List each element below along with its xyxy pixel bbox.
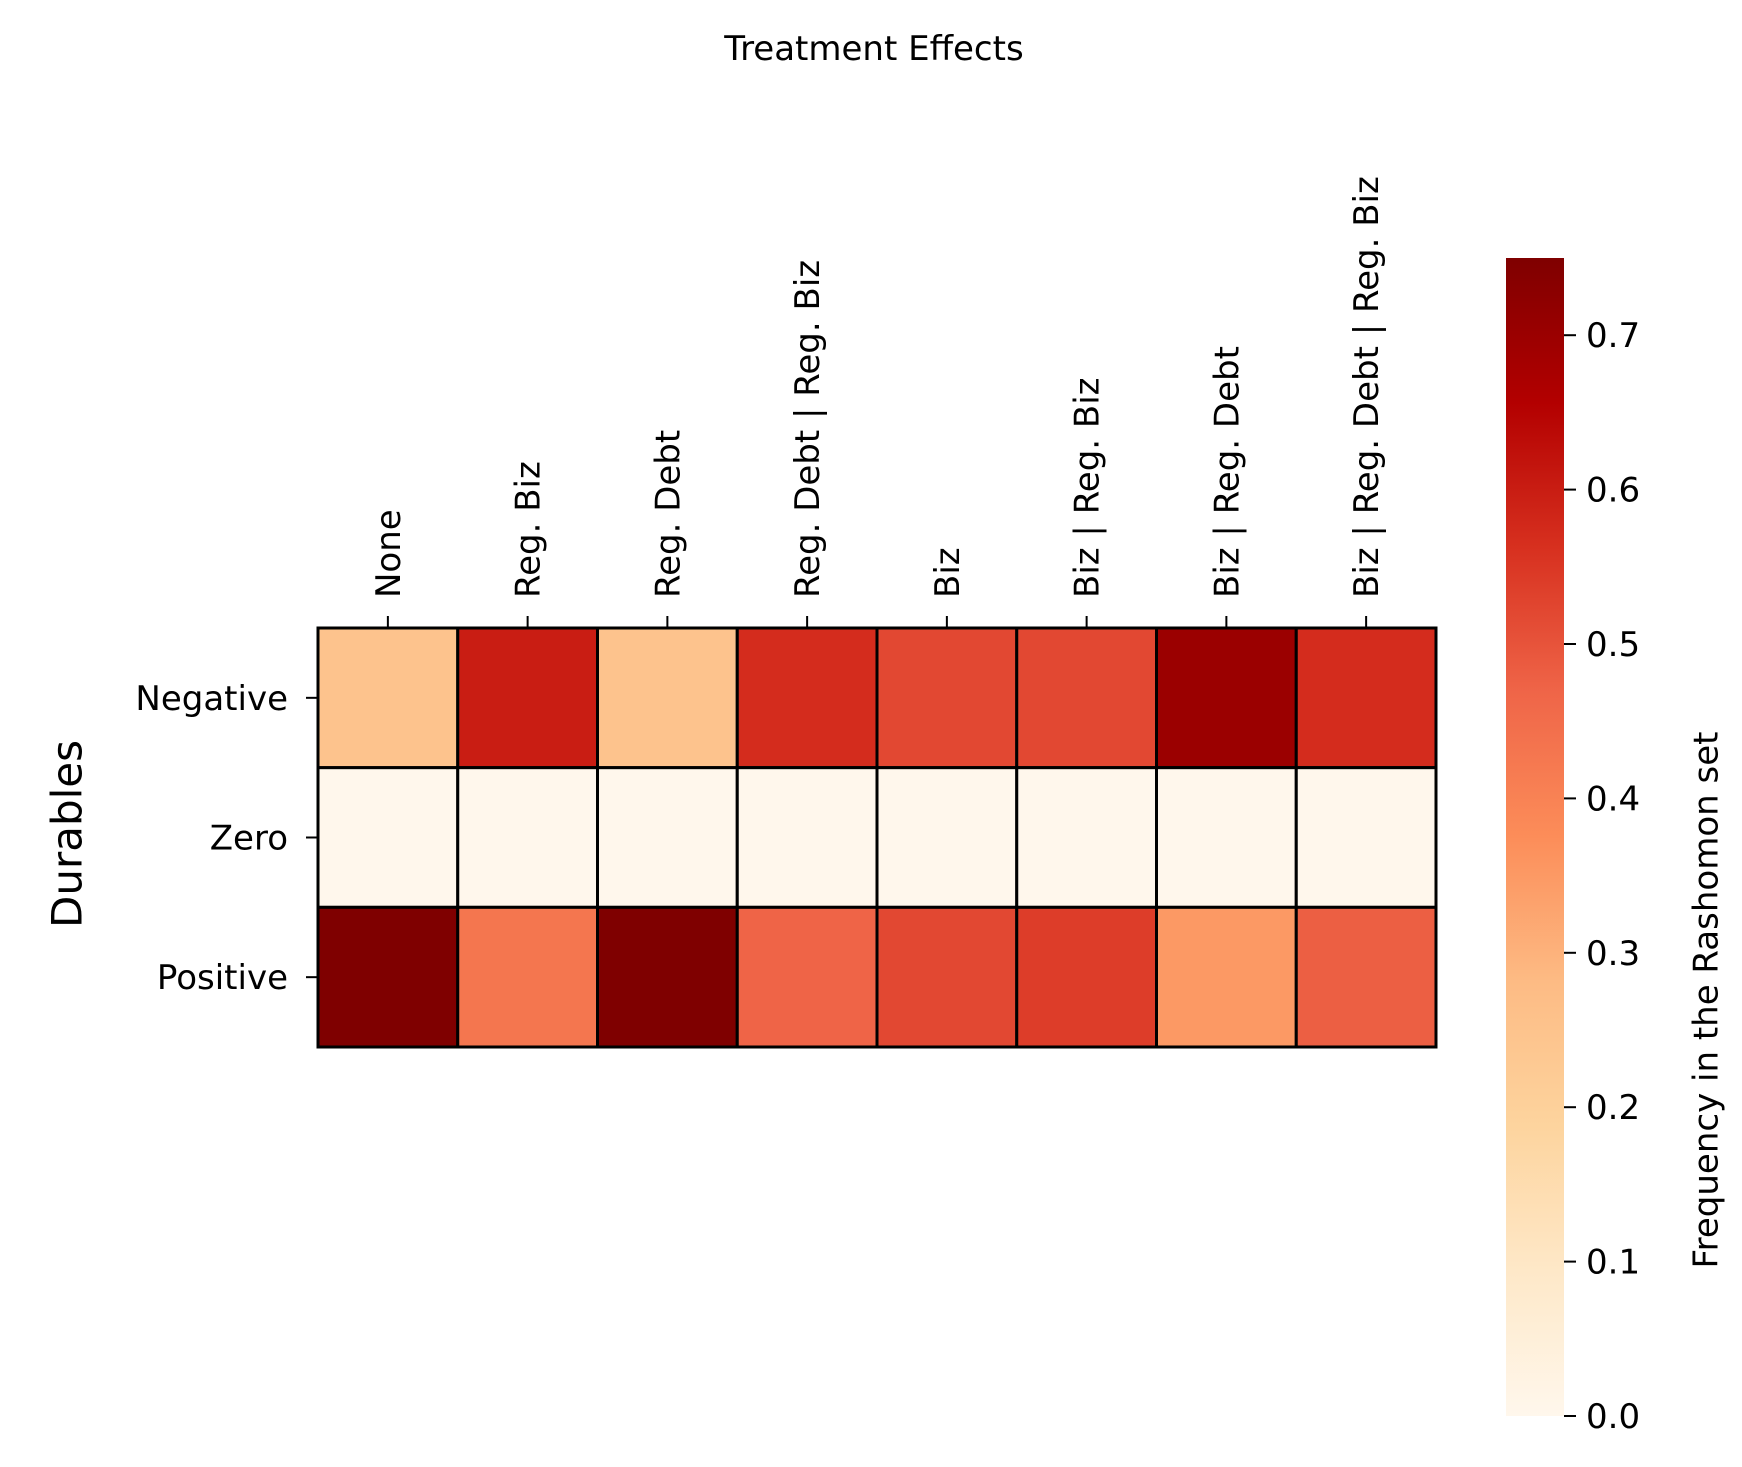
heatmap-cell [1294,905,1438,1049]
colorbar-tick-label: 0.4 [1586,779,1640,819]
heatmap-cells [316,626,1438,1049]
heatmap-cell [1294,626,1438,770]
heatmap-cell [316,766,460,909]
colorbar-tick-label: 0.3 [1586,934,1640,974]
heatmap-cell [1015,905,1158,1049]
y-axis-ticks: Negative Zero Positive [135,679,318,998]
heatmap-cell [1015,626,1158,770]
heatmap-cell [316,905,460,1049]
heatmap-cell [1155,766,1298,909]
heatmap-cell [735,626,879,770]
heatmap-cell [456,905,599,1049]
y-tick-label: Negative [135,679,288,719]
x-tick-label: Biz | Reg. Debt | Reg. Biz [1347,176,1387,598]
x-axis-ticks: None Reg. Biz Reg. Debt Reg. Debt | Reg. Bi… [369,176,1387,628]
x-tick-label: Biz | Reg. Biz [1068,377,1108,598]
heatmap-cell [596,626,739,770]
y-tick-label: Positive [157,958,288,998]
x-tick-label: Reg. Debt | Reg. Biz [788,260,828,598]
heatmap-cell [596,905,739,1049]
heatmap-cell [456,626,599,770]
colorbar-tick-label: 0.6 [1586,471,1640,511]
heatmap-cell [875,626,1019,770]
colorbar-tick-label: 0.5 [1586,625,1640,665]
heatmap-cell [1155,905,1298,1049]
heatmap-cell [456,766,599,909]
colorbar-label: Frequency in the Rashomon set [1687,732,1727,1269]
heatmap-cell [1294,766,1438,909]
heatmap-cell [1155,626,1298,770]
colorbar-tick-label: 0.2 [1586,1088,1640,1128]
x-tick-label: Biz | Reg. Debt [1207,346,1247,598]
heatmap-cell [316,626,460,770]
heatmap-cell [735,766,879,909]
colorbar: 0.0 0.1 0.2 0.3 0.4 0.5 0.6 0.7 [1506,258,1640,1437]
heatmap-cell [596,766,739,909]
colorbar-tick-label: 0.0 [1586,1397,1640,1437]
colorbar-tick-label: 0.1 [1586,1243,1640,1283]
y-tick-label: Zero [210,819,288,859]
colorbar-gradient [1506,258,1564,1416]
heatmap-cell [735,905,879,1049]
x-tick-label: None [369,509,409,598]
colorbar-tick-label: 0.7 [1586,316,1640,356]
x-tick-label: Reg. Biz [509,461,549,598]
x-tick-label: Reg. Debt [648,430,688,598]
heatmap-cell [1015,766,1158,909]
heatmap-cell [875,766,1019,909]
heatmap-cell [875,905,1019,1049]
x-tick-label: Biz [928,547,968,598]
y-axis-label: Durables [43,740,92,928]
chart-title: Treatment Effects [723,29,1023,69]
